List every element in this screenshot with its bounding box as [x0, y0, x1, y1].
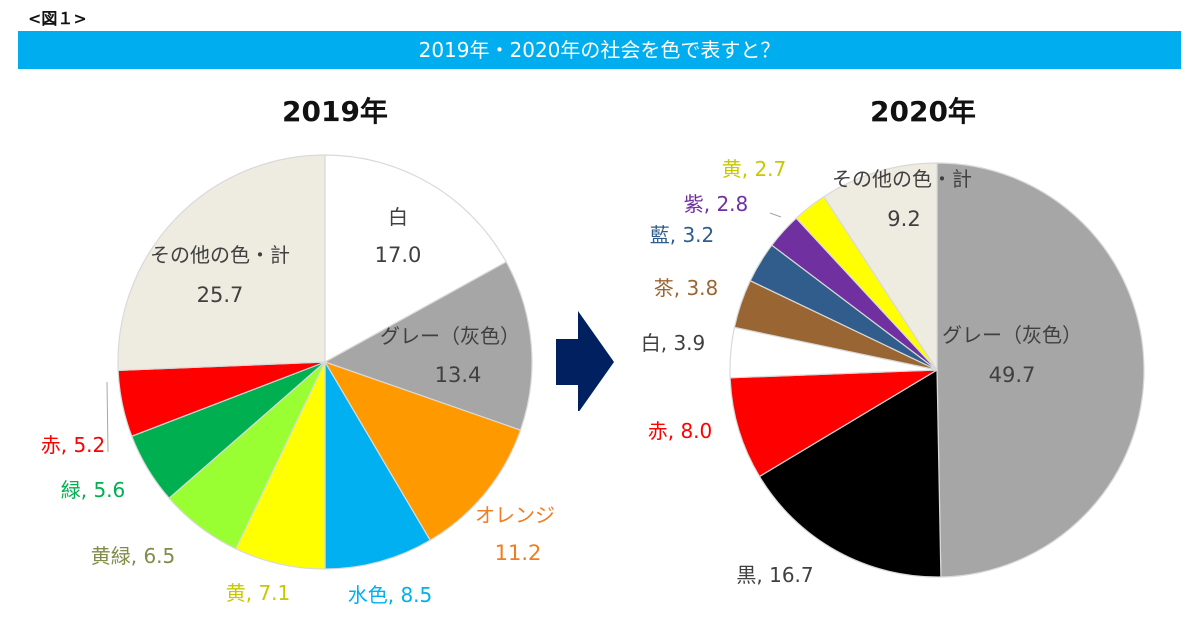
data-label-8: その他の色・計 — [832, 167, 972, 191]
data-label-1: 黒, 16.7 — [736, 563, 813, 587]
data-label-7: 黄, 2.7 — [722, 157, 787, 181]
data-value-0: 49.7 — [989, 363, 1036, 387]
chart-title-2019: 2019年 — [282, 95, 388, 128]
data-label-6: 緑, 5.6 — [61, 478, 126, 502]
banner-title: 2019年・2020年の社会を色で表すと？ — [18, 31, 1181, 69]
pie-slice-2 — [323, 360, 522, 542]
figure-label: <図１> — [28, 9, 87, 28]
data-label-0: 白 — [388, 205, 408, 229]
pie-slice-1 — [323, 261, 533, 431]
chart-title-2020: 2020年 — [870, 95, 976, 128]
data-label-3: 水色, 8.5 — [348, 583, 433, 607]
data-value-8: 25.7 — [197, 283, 244, 307]
pie-slice-1 — [758, 368, 942, 578]
data-label-8: その他の色・計 — [150, 243, 290, 267]
pie-slice-2 — [729, 369, 938, 478]
data-value-8: 9.2 — [887, 207, 920, 231]
pie-slice-8 — [823, 162, 938, 373]
leader-line-7 — [106, 381, 109, 453]
data-label-1: グレー（灰色） — [380, 324, 520, 348]
pie-slice-8 — [117, 154, 326, 372]
data-label-4: 黄, 7.1 — [226, 581, 291, 605]
data-label-0: グレー（灰色） — [942, 323, 1082, 347]
right-arrow-icon — [556, 311, 614, 411]
data-label-4: 茶, 3.8 — [654, 276, 719, 300]
data-label-6: 紫, 2.8 — [684, 192, 749, 216]
leader-line-6 — [769, 212, 782, 218]
data-label-7: 赤, 5.2 — [41, 433, 106, 457]
data-label-5: 黄緑, 6.5 — [91, 544, 176, 568]
data-value-2: 11.2 — [495, 541, 542, 565]
pie-slice-0 — [324, 154, 507, 364]
data-label-3: 白, 3.9 — [641, 331, 706, 355]
pie-2019: 白 17.0 グレー（灰色） 13.4 オレンジ 11.2 水色, 8.5 黄, 7.1 黄緑,… — [41, 154, 555, 607]
data-label-2: オレンジ — [475, 503, 555, 527]
pie-slice-0 — [936, 162, 1145, 578]
data-value-1: 13.4 — [435, 363, 482, 387]
pie-slice-3 — [324, 359, 432, 570]
pie-2020: グレー（灰色） 49.7 黒, 16.7 赤, 8.0 白, 3.9 茶, 3.8 藍, 3… — [641, 157, 1145, 587]
data-label-5: 藍, 3.2 — [650, 223, 715, 247]
data-value-0: 17.0 — [375, 243, 422, 267]
data-label-2: 赤, 8.0 — [648, 419, 713, 443]
